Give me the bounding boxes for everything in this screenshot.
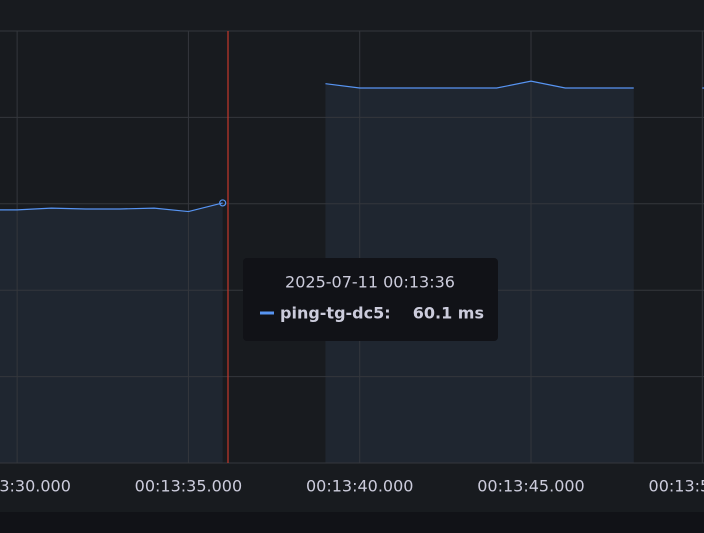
hover-point: [219, 199, 227, 207]
x-tick-label: 00:13:50.000: [649, 477, 704, 496]
x-tick-label: 00:13:35.000: [135, 477, 242, 496]
line: [0, 202, 223, 213]
tooltip-value: 60.1 ms: [413, 304, 484, 323]
tooltip-label: ping-tg-dc5:: [280, 304, 391, 323]
line: [325, 80, 634, 89]
tooltip-box: [243, 258, 498, 341]
bottom-strip: [0, 512, 704, 533]
tooltip-time: 2025-07-11 00:13:36: [285, 273, 455, 292]
x-tick-label: 00:13:40.000: [306, 477, 413, 496]
x-tick-label: 00:13:30.000: [0, 477, 71, 496]
area: [0, 202, 223, 463]
tooltip: 2025-07-11 00:13:36 ping-tg-dc5: 60.1 ms: [243, 258, 498, 341]
x-tick-label: 00:13:45.000: [477, 477, 584, 496]
